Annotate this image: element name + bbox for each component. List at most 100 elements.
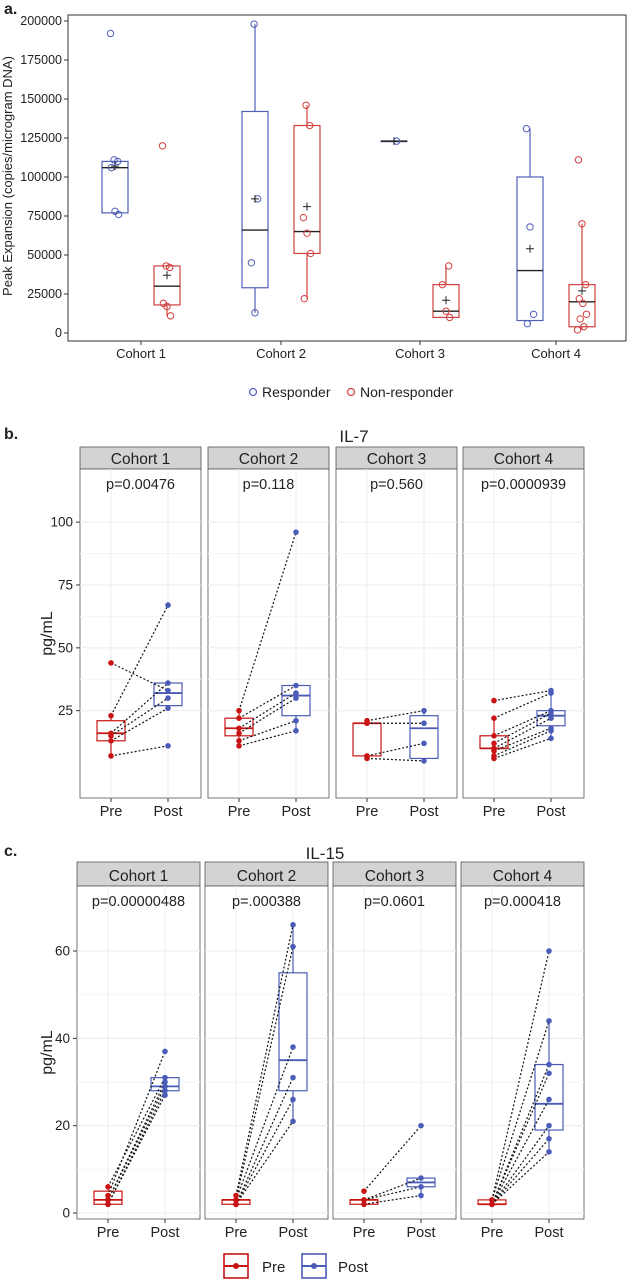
post-point — [290, 1044, 296, 1050]
paired-line — [238, 532, 297, 711]
post-point — [546, 1122, 552, 1129]
post-point — [421, 720, 427, 727]
facet-strip — [204, 861, 329, 887]
legend-pre-key-dot — [233, 1263, 239, 1269]
panel-a-legend: Responder Non-responder — [248, 384, 454, 400]
post-point — [165, 743, 171, 749]
paired-line — [110, 707, 169, 742]
legend-non-responder-label: Non-responder — [360, 384, 454, 400]
facet-pvalue: p=0.118 — [243, 477, 295, 493]
pre-point — [361, 1201, 367, 1208]
pre-point — [491, 755, 497, 762]
post-point — [421, 707, 427, 714]
post-point — [548, 710, 554, 716]
non-responder-cohort4-point — [580, 323, 588, 331]
x-tick-label: Cohort 2 — [256, 346, 306, 361]
pre-point — [105, 1184, 111, 1190]
y-tick-label: 125000 — [20, 131, 62, 145]
non-responder-cohort3-point — [438, 280, 447, 289]
pre-point — [361, 1197, 367, 1203]
non-responder-cohort4-point — [576, 315, 584, 323]
legend-pre-label: Pre — [262, 1259, 285, 1276]
il15-facet-3: Cohort 3 p=0.0601 Pre Post — [332, 861, 457, 1241]
non-responder-cohort1-point — [162, 262, 170, 270]
facet-strip-label: Cohort 2 — [237, 868, 296, 885]
il7-y-tick-label: 50 — [58, 640, 73, 655]
y-tick-label: 100000 — [20, 170, 62, 184]
facet-pvalue: p=0.0000939 — [481, 477, 566, 493]
facet-pvalue: p=0.560 — [370, 477, 423, 493]
facet-strip-label: Cohort 4 — [494, 451, 554, 468]
y-tick-label: 25000 — [27, 287, 62, 301]
non-responder-cohort2-point — [303, 229, 311, 237]
pre-point — [491, 732, 497, 739]
non-responder-cohort1-mean-marker — [163, 271, 171, 280]
post-point — [162, 1048, 168, 1055]
responder-cohort1-point — [114, 157, 122, 166]
paired-line — [493, 712, 552, 744]
facet-strip-label: Cohort 3 — [367, 451, 426, 468]
paired-line — [238, 730, 297, 747]
paired-line — [235, 1120, 294, 1205]
non-responder-cohort3-point — [445, 313, 454, 322]
y-tick-label: 175000 — [20, 53, 62, 67]
paired-line — [491, 1138, 550, 1205]
non-responder-cohort2-point — [300, 294, 308, 303]
post-point — [418, 1175, 424, 1181]
post-point — [418, 1184, 424, 1190]
responder-cohort4-mean-marker — [526, 244, 534, 253]
post-box-box — [278, 972, 308, 1092]
post-point — [293, 690, 299, 696]
non-responder-cohort1-point — [163, 302, 171, 311]
x-tick-label: Cohort 4 — [531, 346, 581, 361]
responder-cohort1-point — [106, 29, 115, 38]
facet-strip-label: Cohort 1 — [109, 868, 168, 885]
pre-point — [108, 753, 114, 759]
post-point — [546, 1018, 552, 1024]
paired-line — [107, 1086, 166, 1201]
pre-point — [108, 712, 114, 719]
facet-panel — [207, 468, 330, 799]
non-responder-cohort1-point — [158, 142, 167, 150]
paired-line — [110, 697, 169, 737]
responder-cohort1-point — [114, 210, 123, 219]
pre-point — [364, 720, 370, 727]
responder-cohort2-point — [250, 20, 258, 28]
pre-point — [108, 660, 114, 666]
post-point — [165, 687, 171, 694]
non-responder-cohort2-point — [299, 213, 308, 222]
pre-point — [233, 1201, 239, 1208]
x-tick-label-post: Post — [536, 804, 565, 820]
x-tick-label: Cohort 3 — [395, 346, 445, 361]
il7-facet-1: Cohort 1 p=0.00476 Pre Post — [79, 446, 202, 820]
post-point — [290, 922, 296, 928]
il15-y-tick-label: 40 — [55, 1031, 70, 1046]
paired-line — [366, 710, 425, 722]
il7-y-tick-label: 25 — [58, 703, 73, 718]
x-tick-label-post: Post — [281, 804, 310, 820]
pre-point — [236, 725, 242, 732]
responder-cohort4-point — [523, 319, 531, 328]
pre-point — [105, 1197, 111, 1203]
facet-strip — [460, 861, 585, 887]
post-point — [421, 740, 427, 747]
facet-pvalue: p=.000388 — [232, 894, 301, 910]
x-tick-label-pre: Pre — [353, 1225, 376, 1241]
facet-pvalue: p=0.000418 — [484, 894, 561, 910]
il15-y-tick-label: 0 — [62, 1206, 70, 1221]
responder-cohort4-box — [516, 176, 544, 322]
pre-point — [361, 1188, 367, 1194]
responder-cohort2-box — [241, 110, 269, 289]
paired-line — [238, 697, 297, 734]
facet-strip-label: Cohort 4 — [493, 868, 553, 885]
plot-frame — [67, 14, 627, 342]
y-axis-label: Peak Expansion (copies/microgram DNA) — [0, 56, 15, 296]
il15-facet-2: Cohort 2 p=.000388 Pre Post — [204, 861, 329, 1241]
x-tick-label-post: Post — [406, 1225, 435, 1241]
il7-facet-2: Cohort 2 p=0.118 Pre Post — [207, 446, 330, 820]
post-point — [162, 1074, 168, 1081]
x-tick-label-pre: Pre — [100, 804, 123, 820]
paired-line — [238, 685, 297, 719]
responder-cohort4-point — [522, 124, 531, 133]
